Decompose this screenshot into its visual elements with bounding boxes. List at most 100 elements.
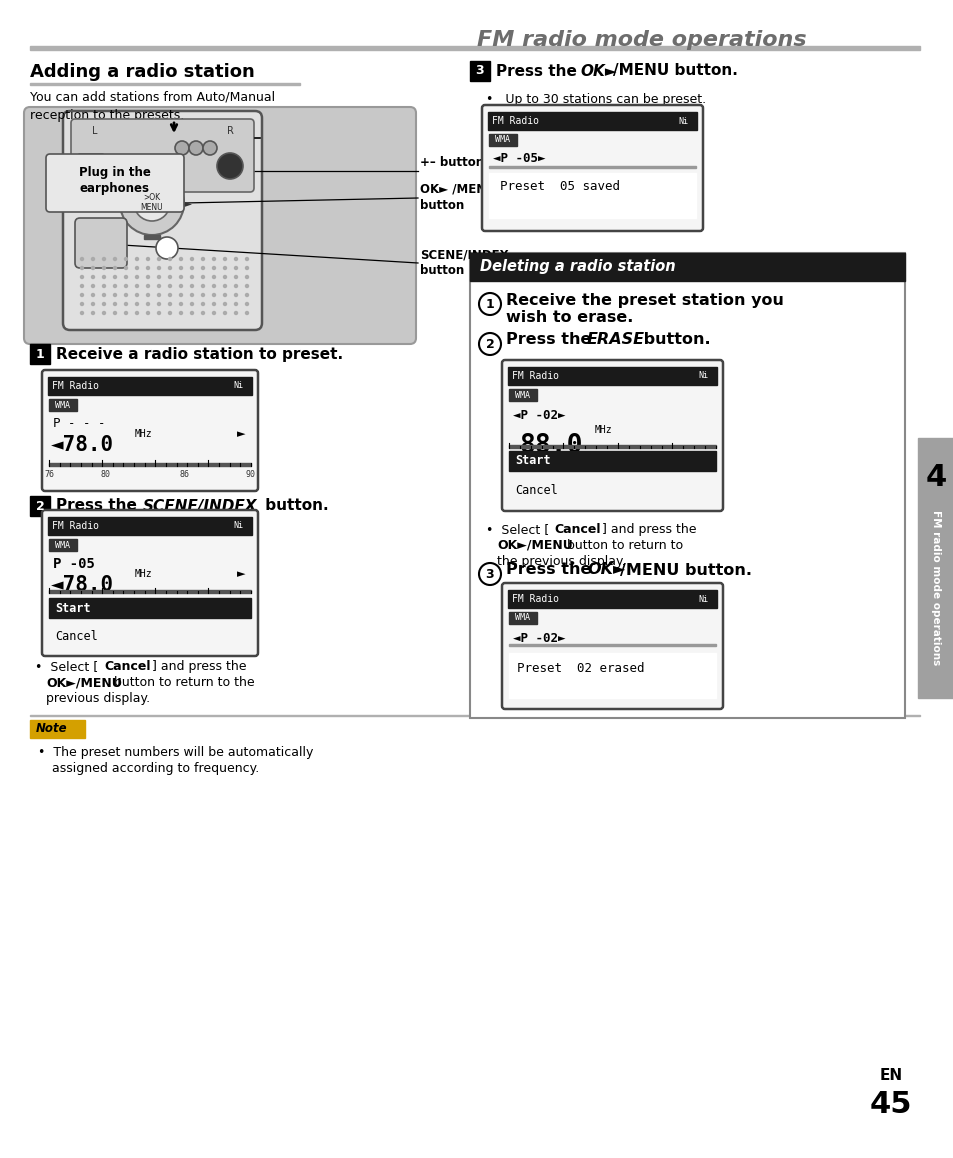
FancyBboxPatch shape: [501, 360, 722, 511]
Text: 45: 45: [869, 1090, 911, 1119]
Bar: [507, 589, 717, 608]
Circle shape: [156, 237, 178, 259]
FancyBboxPatch shape: [481, 105, 702, 230]
Circle shape: [233, 310, 238, 315]
Circle shape: [223, 293, 227, 298]
Bar: [509, 653, 716, 698]
Circle shape: [102, 257, 106, 262]
Text: Ni: Ni: [698, 594, 707, 603]
Text: 3: 3: [476, 65, 484, 78]
Text: You can add stations from Auto/Manual
reception to the presets.: You can add stations from Auto/Manual re…: [30, 90, 274, 122]
Circle shape: [223, 257, 227, 262]
Circle shape: [168, 266, 172, 270]
Text: Cancel: Cancel: [55, 630, 97, 643]
Circle shape: [91, 257, 95, 262]
Bar: [488, 112, 697, 130]
Bar: [489, 166, 696, 168]
Circle shape: [233, 284, 238, 288]
Circle shape: [134, 274, 139, 279]
Text: the previous display.: the previous display.: [497, 555, 625, 569]
Circle shape: [190, 266, 194, 270]
Text: L: L: [92, 126, 97, 135]
Circle shape: [233, 274, 238, 279]
Circle shape: [102, 266, 106, 270]
Circle shape: [102, 284, 106, 288]
Circle shape: [178, 302, 183, 306]
Text: R: R: [226, 126, 233, 135]
Circle shape: [156, 293, 161, 298]
Circle shape: [156, 284, 161, 288]
Bar: [489, 173, 696, 218]
Circle shape: [156, 310, 161, 315]
Circle shape: [80, 293, 84, 298]
Bar: [30, 714, 919, 716]
Text: •  The preset numbers will be automatically: • The preset numbers will be automatical…: [38, 746, 313, 758]
Text: Receive the preset station you: Receive the preset station you: [505, 293, 783, 308]
Circle shape: [478, 334, 500, 356]
Circle shape: [223, 302, 227, 306]
Text: FM Radio: FM Radio: [492, 116, 538, 126]
Circle shape: [190, 302, 194, 306]
Text: WMA: WMA: [55, 401, 71, 410]
Text: Ni: Ni: [698, 372, 707, 381]
Text: Plug in the: Plug in the: [79, 166, 151, 179]
Circle shape: [168, 257, 172, 262]
Circle shape: [200, 257, 205, 262]
Circle shape: [223, 284, 227, 288]
Circle shape: [124, 274, 128, 279]
Text: ◄78.0: ◄78.0: [51, 576, 114, 595]
Text: FM Radio: FM Radio: [512, 594, 558, 604]
Circle shape: [190, 284, 194, 288]
Circle shape: [233, 257, 238, 262]
Text: 88.0: 88.0: [518, 433, 582, 459]
Circle shape: [112, 266, 117, 270]
Text: button.: button.: [260, 498, 328, 513]
Circle shape: [223, 266, 227, 270]
Circle shape: [146, 257, 150, 262]
Circle shape: [178, 310, 183, 315]
Circle shape: [190, 310, 194, 315]
FancyBboxPatch shape: [71, 119, 253, 192]
Bar: [144, 235, 160, 239]
Bar: [48, 516, 252, 535]
Bar: [470, 252, 904, 718]
Text: •   Up to 30 stations can be preset.: • Up to 30 stations can be preset.: [485, 93, 705, 107]
Text: previous display.: previous display.: [46, 692, 150, 705]
FancyBboxPatch shape: [78, 154, 104, 179]
Circle shape: [212, 302, 216, 306]
Text: OK►/MENU: OK►/MENU: [46, 676, 122, 689]
Circle shape: [190, 293, 194, 298]
Circle shape: [91, 284, 95, 288]
Text: FM Radio: FM Radio: [52, 381, 99, 391]
Text: 2: 2: [485, 337, 494, 351]
Text: 3: 3: [485, 567, 494, 580]
Circle shape: [178, 257, 183, 262]
Text: ] and press the: ] and press the: [601, 523, 696, 536]
FancyBboxPatch shape: [501, 582, 722, 709]
Text: OK►: OK►: [579, 64, 616, 79]
Circle shape: [168, 310, 172, 315]
Bar: [30, 344, 50, 364]
Text: FM radio mode operations: FM radio mode operations: [930, 511, 940, 666]
Circle shape: [178, 266, 183, 270]
Bar: [509, 611, 537, 624]
Text: ◄P -02►: ◄P -02►: [513, 632, 565, 645]
Circle shape: [190, 257, 194, 262]
Circle shape: [233, 302, 238, 306]
Text: MHz: MHz: [595, 425, 612, 435]
Bar: [30, 496, 50, 516]
Text: ] and press the: ] and press the: [152, 660, 246, 673]
Circle shape: [190, 274, 194, 279]
Text: 90: 90: [246, 470, 255, 479]
Circle shape: [189, 141, 203, 155]
Bar: [30, 83, 299, 85]
Text: 2: 2: [35, 499, 45, 513]
Circle shape: [102, 274, 106, 279]
Text: ►: ►: [236, 569, 245, 579]
Text: Start: Start: [515, 454, 550, 468]
Circle shape: [80, 310, 84, 315]
Text: WMA: WMA: [495, 135, 510, 145]
Text: P -05: P -05: [53, 557, 94, 571]
FancyBboxPatch shape: [42, 510, 257, 655]
Text: Preset  05 saved: Preset 05 saved: [499, 179, 619, 193]
